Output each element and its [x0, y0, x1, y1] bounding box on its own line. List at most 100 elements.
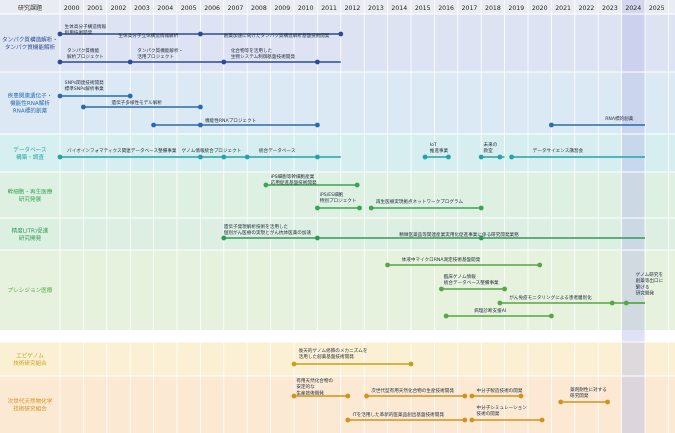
band-label-bg-regen	[0, 172, 60, 218]
timeline-node	[291, 361, 297, 367]
project-label: 未来の	[484, 141, 498, 148]
band-label-bg-protein	[0, 14, 60, 72]
project-label: 病理診断支援AI	[474, 307, 506, 314]
band-label-bg-epi	[0, 342, 60, 376]
timeline-node	[127, 59, 133, 65]
category-label-natural: 次世代天然物化学	[8, 397, 53, 405]
project-label: 利用技術開発	[65, 29, 93, 36]
timeline-node	[364, 393, 369, 399]
timeline-node	[497, 300, 503, 306]
project-label: 個別がん医療の実現とがん抗体医薬の加速	[224, 229, 312, 236]
category-label-disease: 疾患関連遺伝子・	[8, 92, 53, 100]
year-2016: 2016	[438, 5, 454, 12]
project-label: 生体高分子構造情報	[65, 23, 107, 30]
band-regen	[0, 172, 675, 218]
band-database	[0, 134, 675, 172]
timeline-node	[315, 205, 320, 211]
project-label: 創薬加速に向けたタンパク質構造解析基盤技術開発	[224, 32, 330, 39]
project-label: タンパク質機能	[67, 47, 100, 54]
band-natural	[0, 376, 675, 433]
project-label: 標準SNPs解析事業	[65, 85, 104, 92]
project-label: 推進事業	[430, 147, 449, 154]
project-label: 応用促進基盤技術開発	[271, 179, 317, 186]
timeline-node	[462, 417, 468, 423]
year-2000: 2000	[64, 5, 80, 12]
category-label-database: データベース	[13, 145, 47, 153]
section-gap	[0, 330, 675, 342]
project-label: 安定的な	[296, 383, 315, 390]
timeline-node	[315, 235, 320, 241]
project-label: 化合物等を活用した	[231, 47, 273, 54]
project-label: 薬剤耐性に対する	[570, 386, 607, 393]
timeline-node	[221, 235, 227, 241]
timeline-node	[518, 393, 524, 399]
timeline-node	[462, 393, 468, 399]
timeline-node	[609, 300, 615, 306]
highlight-column	[621, 0, 645, 433]
year-2009: 2009	[274, 5, 290, 12]
project-label: iPS/ES細胞	[320, 191, 344, 198]
timeline-node	[198, 104, 203, 110]
project-label: 研究開発	[636, 290, 655, 297]
project-label: データサイエンス講習会	[533, 147, 584, 154]
project-label: 創薬等出口に	[636, 277, 664, 284]
year-2013: 2013	[368, 5, 384, 12]
year-2018: 2018	[485, 5, 501, 12]
band-protein	[0, 14, 675, 72]
year-2023: 2023	[602, 5, 618, 12]
year-2025: 2025	[649, 5, 665, 12]
project-label: 次世代型有用天然化合物の生産技術開発	[371, 387, 454, 394]
band-disease	[0, 72, 675, 134]
project-label: 遺伝子多様性モデル解析	[111, 99, 162, 106]
corner-label: 研究課題	[18, 4, 42, 12]
category-label-disease: 機能性RNA解析	[10, 99, 50, 107]
year-2011: 2011	[321, 5, 337, 12]
timeline-node	[198, 154, 203, 160]
timeline-node	[478, 154, 484, 160]
band-label-bg-disease	[0, 72, 60, 134]
project-label: 遺伝子発現解析技術を活用した	[224, 223, 289, 230]
project-label: RNA標的創薬	[605, 115, 634, 122]
band-ltr	[0, 218, 675, 250]
timeline-node	[315, 154, 320, 160]
timeline-node	[478, 205, 484, 211]
project-label: 再生医療実現拠点ネットワークプログラム	[376, 198, 464, 205]
category-label-disease: RNA標的創薬	[13, 107, 48, 115]
timeline-node	[446, 154, 451, 160]
project-label: SNPs関連技術開発	[65, 79, 104, 86]
timeline-node	[263, 182, 269, 188]
timeline-node	[368, 205, 374, 211]
timeline-node	[151, 122, 157, 128]
timeline-node	[57, 31, 63, 37]
timeline-node	[354, 182, 360, 188]
year-2017: 2017	[462, 5, 478, 12]
category-label-precision: プレシジョン医療	[8, 286, 53, 294]
timeline-node	[345, 417, 351, 423]
category-label-database: 構築・調査	[16, 153, 44, 161]
band-precision	[0, 250, 675, 330]
project-label: 活用した創薬基盤技術開発	[299, 353, 355, 360]
timeline-node	[469, 393, 475, 399]
category-label-epi: エピゲノム	[16, 351, 44, 359]
timeline-node	[443, 313, 449, 319]
project-label: がん免疫モニタリングによる患者層別化	[509, 294, 592, 301]
timeline-node	[605, 399, 610, 405]
year-2006: 2006	[204, 5, 220, 12]
timeline-node	[57, 93, 63, 99]
timeline-node	[345, 393, 351, 399]
project-label: 活用プロジェクト	[137, 53, 174, 60]
project-label: IoT	[430, 142, 437, 148]
timeline-node	[221, 154, 227, 160]
band-label-bg-natural	[0, 376, 60, 433]
project-label: 中分子シミュレーション	[477, 404, 528, 411]
category-label-regen: 研究発展	[19, 195, 42, 203]
band-label-bg-database	[0, 134, 60, 172]
timeline-node	[315, 122, 320, 128]
timeline-node	[57, 59, 63, 65]
project-label: 中分子製造技術の開発	[477, 387, 523, 394]
timeline-node	[291, 393, 297, 399]
year-2024: 2024	[625, 5, 641, 12]
band-label-bg-ltr	[0, 218, 60, 250]
